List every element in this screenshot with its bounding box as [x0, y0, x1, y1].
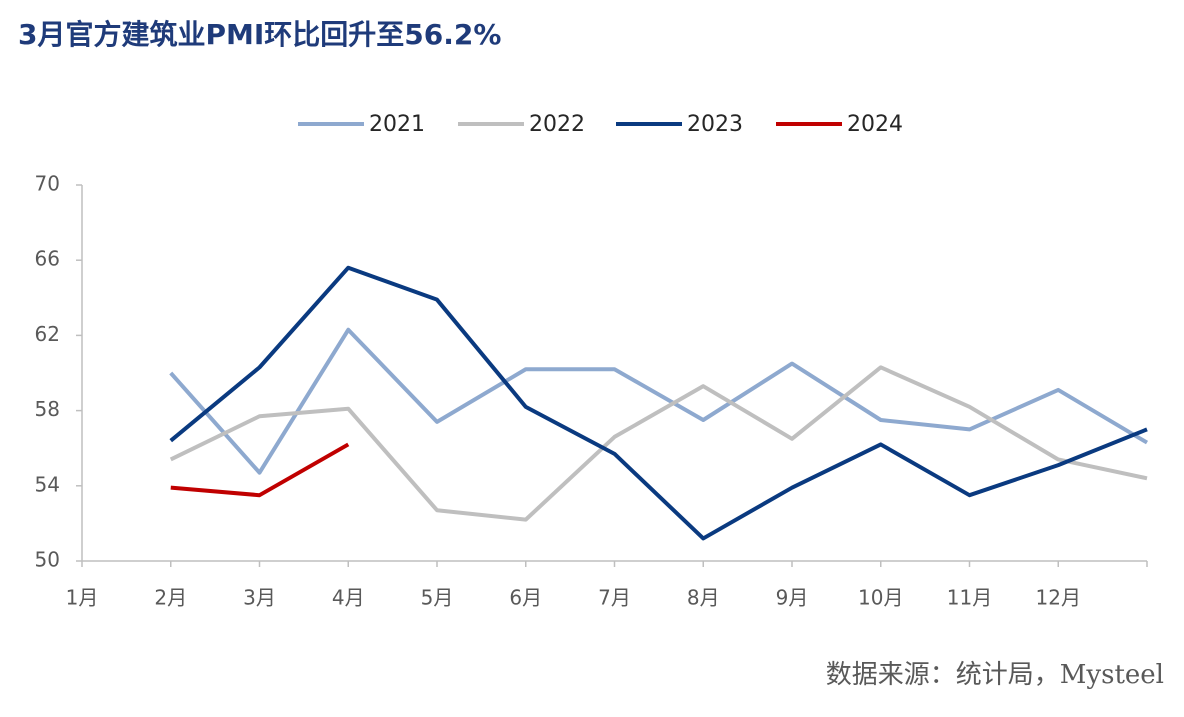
- y-tick-label: 66: [35, 247, 60, 271]
- x-tick-label: 5月: [421, 586, 454, 610]
- x-tick-label: 2月: [154, 586, 187, 610]
- x-tick-label: 1月: [66, 586, 99, 610]
- x-tick-label: 12月: [1036, 586, 1081, 610]
- series-line: [169, 327, 1149, 475]
- legend-label: 2021: [369, 112, 425, 137]
- series-line: [169, 265, 1148, 541]
- series-line: [170, 442, 350, 498]
- x-tick-label: 4月: [332, 586, 365, 610]
- y-tick-label: 58: [35, 397, 60, 421]
- x-tick-label: 10月: [858, 586, 903, 610]
- x-tick-label: 8月: [687, 586, 720, 610]
- y-tick-label: 62: [35, 322, 60, 346]
- x-tick-label: 11月: [947, 586, 992, 610]
- legend-label: 2022: [529, 112, 585, 137]
- legend-label: 2024: [847, 112, 903, 137]
- x-tick-label: 6月: [509, 586, 542, 610]
- legend-label: 2023: [687, 112, 743, 137]
- y-tick-label: 70: [35, 172, 60, 196]
- chart-title: 3月官方建筑业PMI环比回升至56.2%: [18, 18, 501, 51]
- y-tick-label: 50: [35, 548, 60, 572]
- source: 数据来源：统计局，Mysteel: [826, 660, 1164, 690]
- x-tick-label: 3月: [243, 586, 276, 610]
- series-line: [169, 365, 1148, 522]
- x-tick-label: 9月: [776, 586, 809, 610]
- y-tick-label: 54: [35, 472, 60, 496]
- x-tick-label: 7月: [598, 586, 631, 610]
